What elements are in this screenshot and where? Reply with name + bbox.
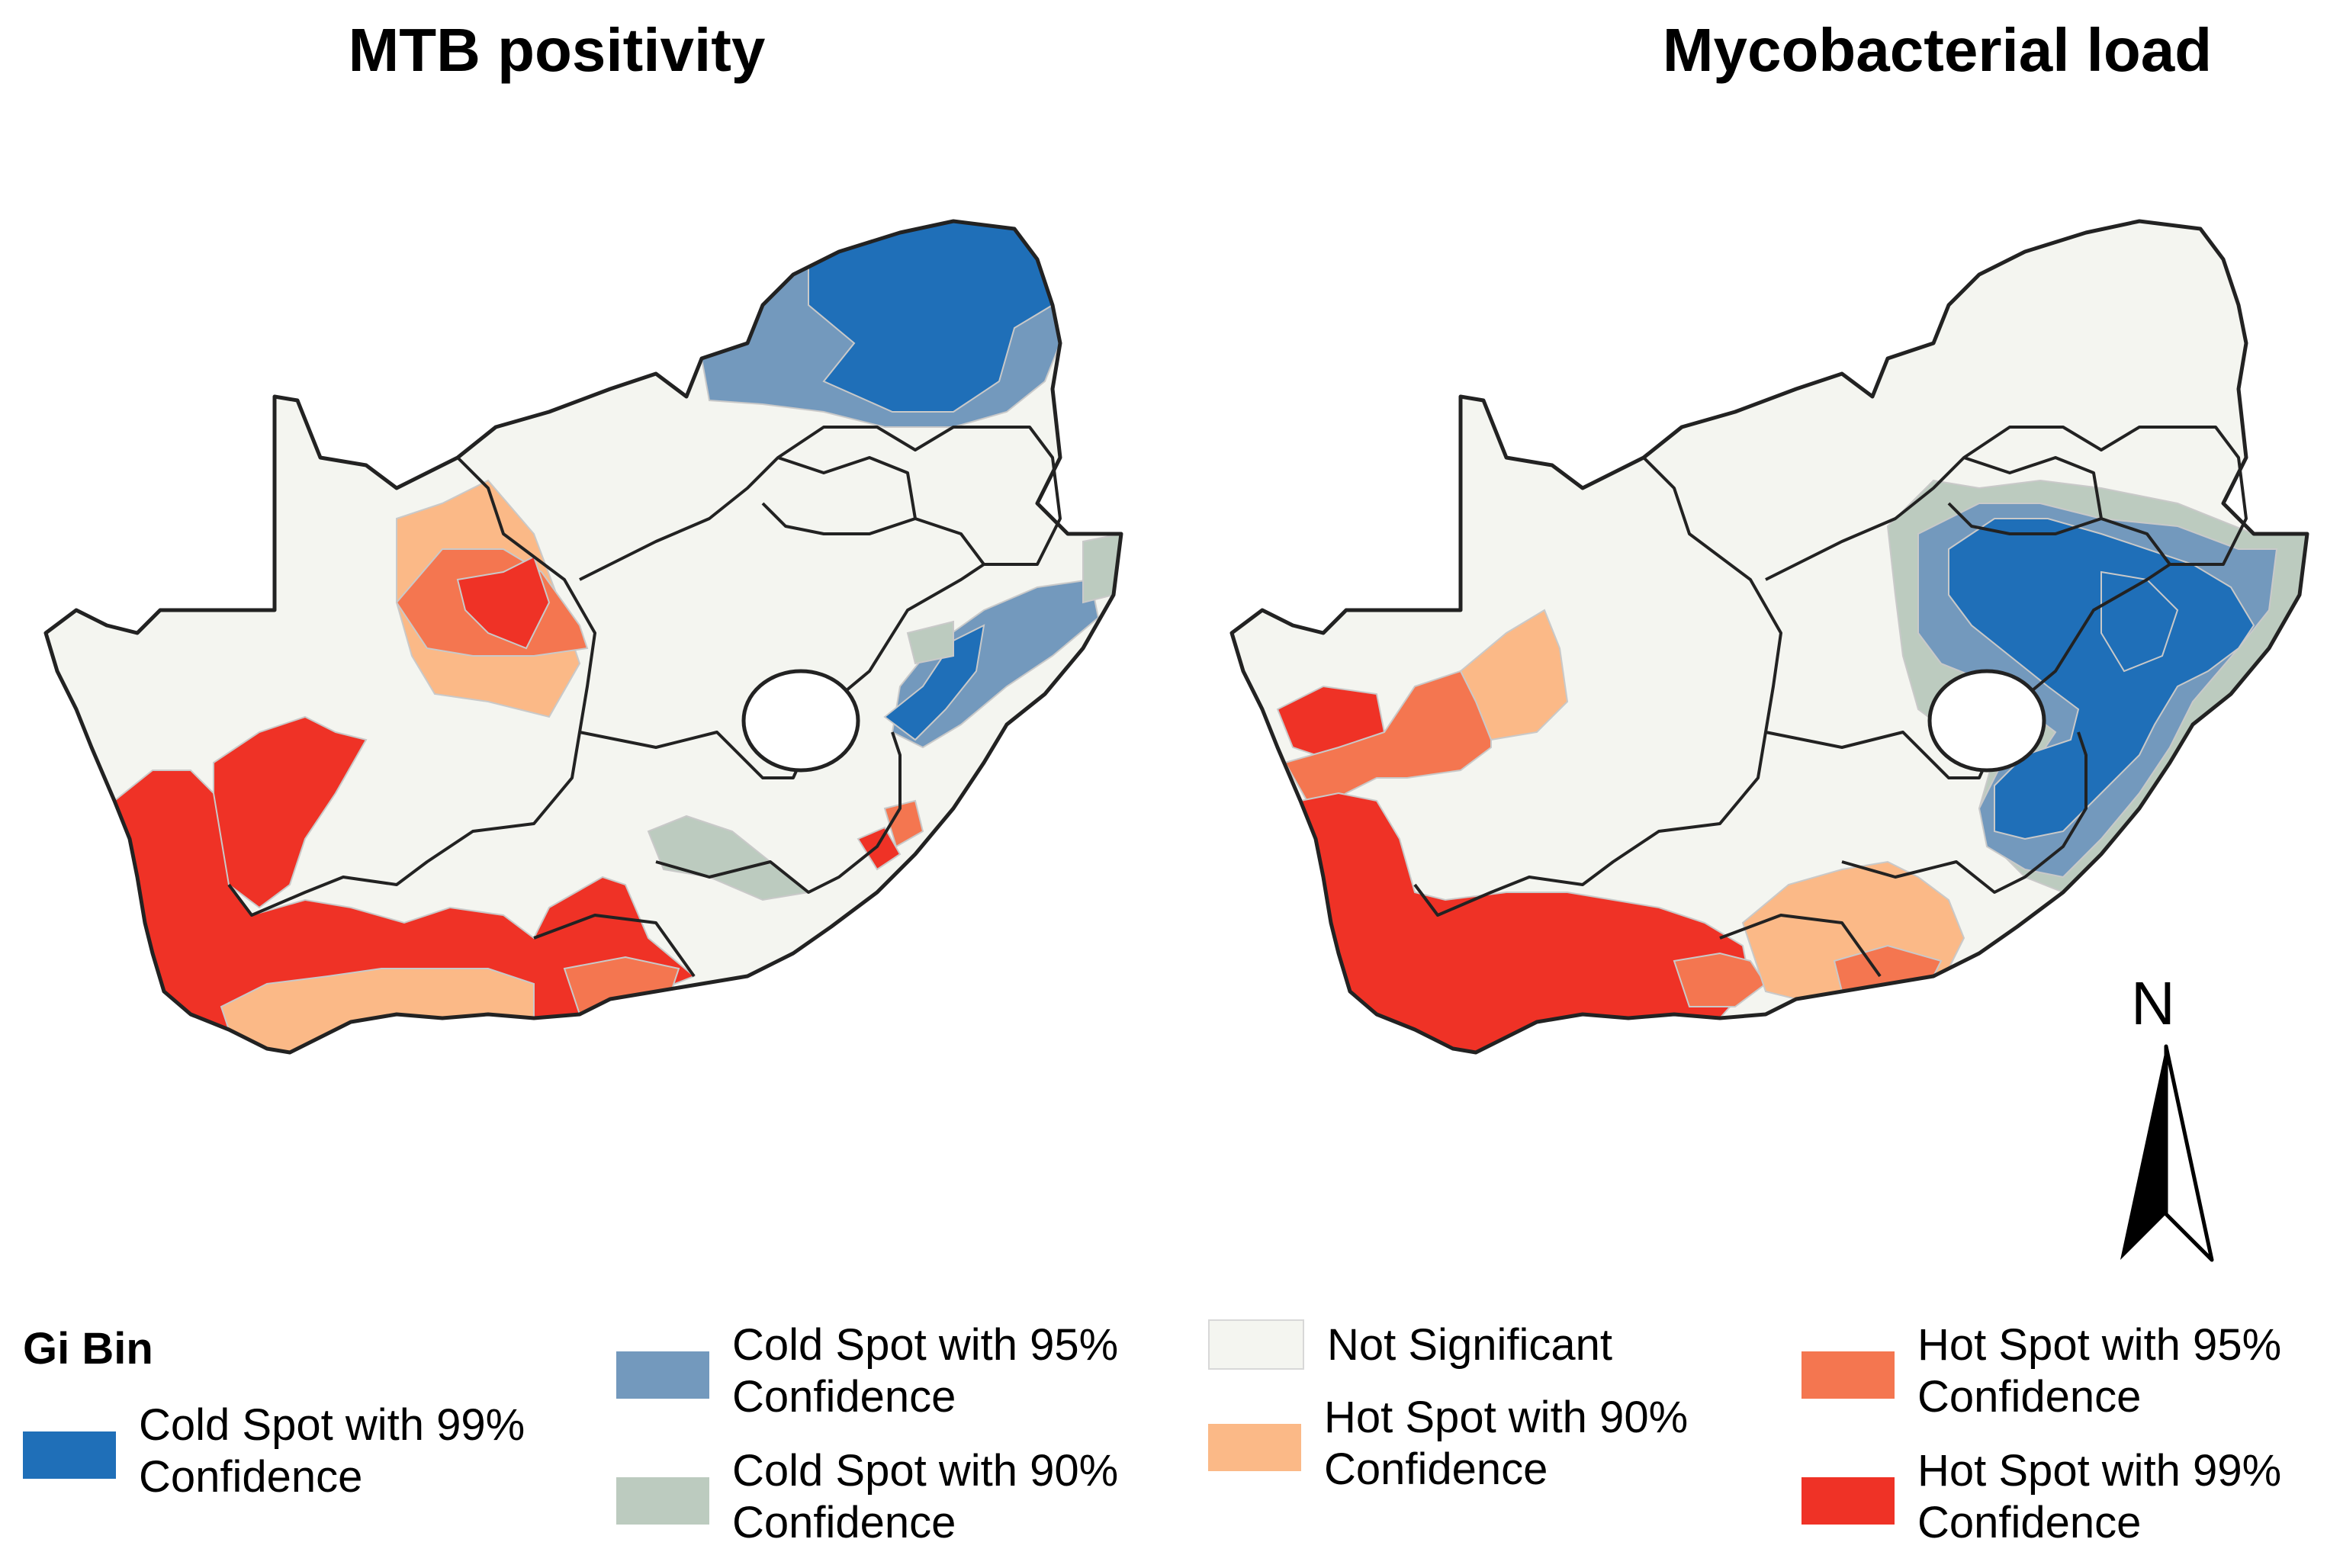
legend-swatch-hot90 [1208, 1424, 1301, 1471]
legend-label-cold95: Cold Spot with 95% Confidence [732, 1320, 1119, 1422]
lesotho [1927, 669, 2046, 773]
legend-item-notsig: Not Significant [1208, 1319, 1754, 1371]
legend-label-cold90: Cold Spot with 90% Confidence [732, 1446, 1119, 1547]
north-arrow: N [2113, 969, 2219, 1271]
legend-title: Gi Bin [23, 1324, 153, 1374]
map-title-mtb-positivity: MTB positivity [348, 16, 766, 84]
legend-swatch-cold95 [616, 1351, 709, 1399]
legend-swatch-notsig [1208, 1319, 1304, 1370]
legend-item-cold90: Cold Spot with 90% Confidence [616, 1445, 1159, 1549]
legend-swatch-cold90 [616, 1477, 709, 1525]
north-arrow-icon [2120, 1044, 2214, 1262]
lesotho [741, 669, 860, 773]
legend-item-hot99: Hot Spot with 99% Confidence [1801, 1445, 2327, 1549]
legend-item-cold99: Cold Spot with 99% Confidence [23, 1399, 566, 1503]
legend-label-hot99: Hot Spot with 99% Confidence [1917, 1446, 2282, 1547]
map-mtb-positivity [46, 221, 1121, 1052]
legend-swatch-hot99 [1801, 1477, 1895, 1525]
district-hot95 [563, 956, 680, 1016]
district-cold90 [906, 620, 954, 665]
district-hot90 [1459, 609, 1569, 741]
district-cold99 [883, 624, 985, 741]
district-hot99 [456, 555, 551, 650]
north-arrow-label: N [2131, 969, 2175, 1037]
legend-swatch-cold99 [23, 1431, 116, 1479]
legend-item-hot95: Hot Spot with 95% Confidence [1801, 1319, 2327, 1423]
legend-label-cold99: Cold Spot with 99% Confidence [139, 1400, 526, 1502]
map-title-mycobacterial-load: Mycobacterial load [1662, 16, 2213, 84]
legend-swatch-hot95 [1801, 1351, 1895, 1399]
district-hot95 [883, 799, 924, 848]
legend-label-hot95: Hot Spot with 95% Confidence [1917, 1320, 2282, 1422]
district-hot95 [1284, 670, 1492, 818]
legend-item-hot90: Hot Spot with 90% Confidence [1208, 1392, 1751, 1496]
legend-item-cold95: Cold Spot with 95% Confidence [616, 1319, 1159, 1423]
map-mycobacterial-load [1232, 221, 2307, 1052]
legend-label-hot90: Hot Spot with 90% Confidence [1324, 1393, 1689, 1494]
legend-label-notsig: Not Significant [1327, 1320, 1612, 1370]
district-hot99 [857, 826, 902, 871]
